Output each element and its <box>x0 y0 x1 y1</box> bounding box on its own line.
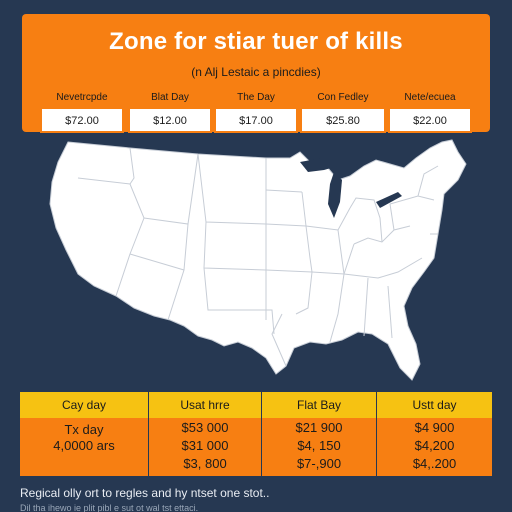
lake-superior <box>300 158 338 172</box>
table-header: Ustt day <box>377 392 492 418</box>
table-cell: $3, 800 <box>183 456 227 471</box>
table-header: Cay day <box>20 392 148 418</box>
price-tab-value: $72.00 <box>65 115 99 127</box>
table-divider <box>376 392 377 476</box>
table-divider <box>261 392 262 476</box>
price-tab-label: Con Fedley <box>302 87 384 109</box>
us-land-shape[interactable] <box>49 139 467 381</box>
page-subtitle: (n Alj Lestaic a pincdies) <box>191 65 321 79</box>
price-tab-label: The Day <box>216 87 296 109</box>
table-column: Flat Bay $21 900 $4, 150 $7-,900 <box>262 392 376 476</box>
table-cell: Tx day <box>64 422 104 437</box>
table-header: Usat hrre <box>149 392 261 418</box>
table-cell: $4, 150 <box>297 438 341 453</box>
table-divider <box>148 392 149 476</box>
footer-note: Regical olly ort to regles and hy ntset … <box>20 486 270 500</box>
price-tab[interactable]: Nete/ecuea $22.00 <box>388 85 472 133</box>
table-header: Flat Bay <box>262 392 376 418</box>
table-body: $53 000 $31 000 $3, 800 <box>149 418 261 476</box>
table-cell: $4,.200 <box>412 456 457 471</box>
price-tab-label: Nevetrcpde <box>42 87 122 109</box>
price-tab-value: $25.80 <box>326 115 360 127</box>
table-cell: $21 900 <box>295 420 343 435</box>
table-cell: $31 000 <box>181 438 229 453</box>
table-column: Cay day Tx day 4,0000 ars <box>20 392 148 476</box>
table-body: $4 900 $4,200 $4,.200 <box>377 418 492 476</box>
price-tab[interactable]: Nevetrcpde $72.00 <box>40 85 124 133</box>
price-tab-value: $22.00 <box>413 115 447 127</box>
table-column: Ustt day $4 900 $4,200 $4,.200 <box>377 392 492 476</box>
table-column: Usat hrre $53 000 $31 000 $3, 800 <box>149 392 261 476</box>
us-map-svg <box>49 139 467 381</box>
rates-table: Cay day Tx day 4,0000 ars Usat hrre $53 … <box>20 392 492 476</box>
price-tab-label: Nete/ecuea <box>390 87 470 109</box>
lake-michigan <box>328 172 342 218</box>
footer-subnote: Dil tha ihewo ie plit pibl e sut ot wal … <box>20 503 199 512</box>
state-borders <box>77 147 439 367</box>
page-title: Zone for stiar tuer of kills <box>109 28 403 55</box>
price-tab[interactable]: The Day $17.00 <box>214 85 298 133</box>
us-map[interactable] <box>38 138 476 386</box>
price-tab-value: $12.00 <box>153 115 187 127</box>
price-tab-label: Blat Day <box>130 87 210 109</box>
table-body: $21 900 $4, 150 $7-,900 <box>262 418 376 476</box>
table-cell: $53 000 <box>181 420 229 435</box>
price-tab[interactable]: Con Fedley $25.80 <box>300 85 386 133</box>
lake-erie <box>376 192 402 208</box>
table-cell: $4 900 <box>414 420 455 435</box>
price-tab-value: $17.00 <box>239 115 273 127</box>
table-body: Tx day 4,0000 ars <box>20 418 148 476</box>
table-cell: 4,0000 ars <box>53 438 115 453</box>
price-tab[interactable]: Blat Day $12.00 <box>128 85 212 133</box>
table-cell: $4,200 <box>414 438 455 453</box>
table-cell: $7-,900 <box>296 456 342 471</box>
